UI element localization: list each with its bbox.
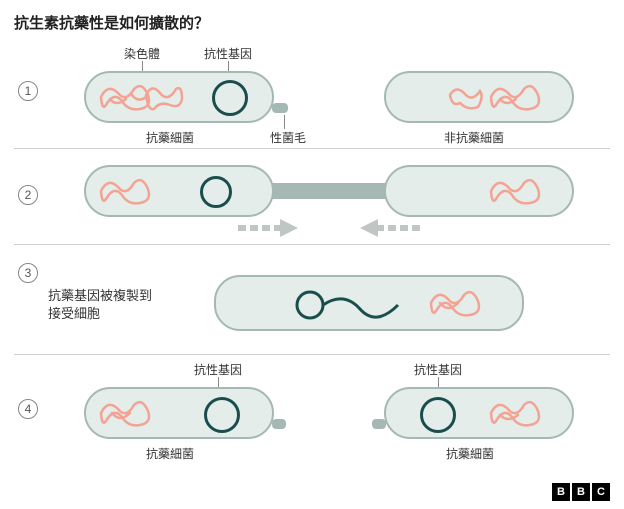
label-pilus: 性菌毛 xyxy=(270,129,306,146)
step-2-number: 2 xyxy=(18,185,38,205)
label-gene-left: 抗性基因 xyxy=(194,361,242,378)
label-chromosome: 染色體 xyxy=(124,45,160,62)
chromosome-icon-2r xyxy=(486,173,546,211)
plasmid-icon-4l xyxy=(204,397,240,433)
step-1-number: 1 xyxy=(18,81,38,101)
pilus-icon-4r xyxy=(372,419,386,429)
diagram-container: 抗生素抗藥性是如何擴散的？ 1 染色體 抗性基因 性菌毛 抗藥細菌 xyxy=(0,0,624,509)
desc-line2: 接受細胞 xyxy=(48,306,100,321)
conjugation-tube xyxy=(272,183,386,199)
transferring-plasmid-icon xyxy=(294,289,404,321)
label-resistant-4l: 抗藥細菌 xyxy=(146,445,194,462)
label-resistant: 抗藥細菌 xyxy=(146,129,194,146)
step-3-number: 3 xyxy=(18,263,38,283)
step-4-number: 4 xyxy=(18,399,38,419)
chromosome-icon-r2 xyxy=(446,83,486,113)
pilus-icon xyxy=(272,103,288,113)
step-3-desc: 抗藥基因被複製到 接受細胞 xyxy=(48,287,152,323)
chromosome-icon-r1 xyxy=(486,79,546,117)
label-nonresistant: 非抗藥細菌 xyxy=(444,129,504,146)
pointer-pilus xyxy=(284,115,285,129)
bbc-b1: B xyxy=(552,483,570,501)
pilus-icon-4l xyxy=(272,419,286,429)
label-gene-right: 抗性基因 xyxy=(414,361,462,378)
plasmid-icon xyxy=(212,80,248,116)
resistant-bacterium-4r xyxy=(384,387,574,439)
step-2: 2 xyxy=(14,149,610,245)
chromosome-icon-4l xyxy=(96,395,156,433)
plasmid-icon-4r xyxy=(420,397,456,433)
arrow-left-icon xyxy=(354,217,424,239)
chromosome-icon-2 xyxy=(142,81,186,113)
bbc-c: C xyxy=(592,483,610,501)
nonresistant-bacterium-2 xyxy=(384,165,574,217)
chromosome-icon-2a xyxy=(96,173,156,211)
desc-line1: 抗藥基因被複製到 xyxy=(48,288,152,303)
diagram-title: 抗生素抗藥性是如何擴散的？ xyxy=(14,12,610,33)
step-4: 4 抗性基因 抗性基因 抗藥細菌 抗藥細菌 xyxy=(14,355,610,473)
conjugating-bacterium xyxy=(214,275,524,331)
resistant-bacterium-1 xyxy=(84,71,274,123)
resistant-bacterium-2 xyxy=(84,165,274,217)
chromosome-icon-3r xyxy=(426,285,486,323)
arrow-right-icon xyxy=(234,217,304,239)
bbc-b2: B xyxy=(572,483,590,501)
label-resistant-4r: 抗藥細菌 xyxy=(446,445,494,462)
nonresistant-bacterium-1 xyxy=(384,71,574,123)
label-resistance-gene: 抗性基因 xyxy=(204,45,252,62)
step-1: 1 染色體 抗性基因 性菌毛 抗藥細菌 xyxy=(14,41,610,149)
resistant-bacterium-4l xyxy=(84,387,274,439)
plasmid-icon-2 xyxy=(200,176,232,208)
bbc-logo: B B C xyxy=(552,483,610,501)
step-3: 3 抗藥基因被複製到 接受細胞 xyxy=(14,245,610,355)
chromosome-icon-4r xyxy=(486,395,546,433)
